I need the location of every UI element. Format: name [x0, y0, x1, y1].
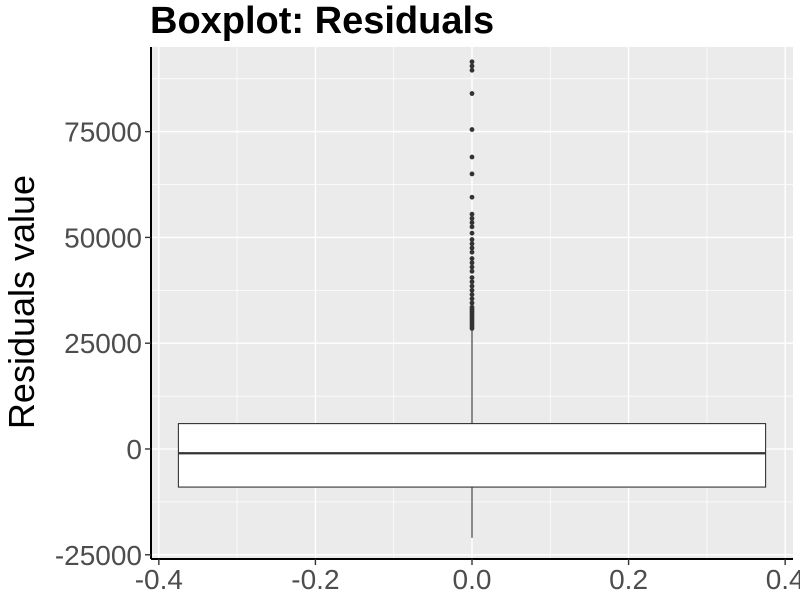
- x-tick-label: -0.4: [135, 564, 183, 595]
- outlier-point: [469, 230, 475, 236]
- outlier-point: [469, 260, 475, 266]
- outlier-point: [469, 275, 475, 281]
- y-tick-label: 75000: [64, 117, 142, 148]
- box-layer: [177, 330, 767, 538]
- x-tick-label: 0.4: [766, 564, 800, 595]
- outlier-point: [469, 59, 475, 65]
- y-tick-label: -25000: [55, 540, 142, 571]
- chart-title: Boxplot: Residuals: [150, 0, 494, 42]
- outlier-point: [469, 292, 475, 297]
- axes: [145, 47, 793, 565]
- outlier-point: [469, 63, 475, 69]
- outlier-point: [469, 127, 475, 132]
- outlier-point: [469, 211, 475, 217]
- outlier-point: [469, 241, 475, 247]
- outlier-point: [469, 215, 475, 221]
- outlier-point: [469, 245, 475, 251]
- outlier-point: [469, 287, 475, 293]
- outlier-point: [469, 279, 475, 285]
- outlier-point: [469, 300, 475, 306]
- x-tick-labels: -0.4 -0.2 0.0 0.2 0.4: [135, 564, 800, 595]
- outlier-point: [469, 171, 475, 177]
- outlier-point: [469, 283, 475, 289]
- outlier-point: [469, 237, 475, 242]
- outlier-point: [469, 296, 475, 302]
- outlier-point: [469, 194, 475, 200]
- outlier-point: [469, 249, 475, 255]
- y-tick-label: 50000: [64, 222, 142, 253]
- outlier-point: [469, 154, 475, 160]
- outlier-point: [469, 224, 475, 230]
- outlier-point: [469, 268, 475, 274]
- outlier-point: [469, 264, 475, 270]
- y-tick-labels: -25000 0 25000 50000 75000: [55, 117, 142, 571]
- iqr-box: [177, 423, 767, 488]
- outlier-point: [469, 256, 475, 261]
- y-axis-label: Residuals value: [1, 175, 42, 429]
- outlier-layer: [469, 59, 475, 331]
- x-tick-label: 0.2: [609, 564, 648, 595]
- y-tick-label: 0: [126, 434, 142, 465]
- outlier-point: [469, 67, 475, 73]
- outlier-point: [469, 220, 475, 226]
- outlier-point: [469, 91, 475, 96]
- x-tick-label: -0.2: [291, 564, 339, 595]
- outlier-point: [469, 325, 475, 331]
- y-tick-label: 25000: [64, 328, 142, 359]
- x-tick-label: 0.0: [453, 564, 492, 595]
